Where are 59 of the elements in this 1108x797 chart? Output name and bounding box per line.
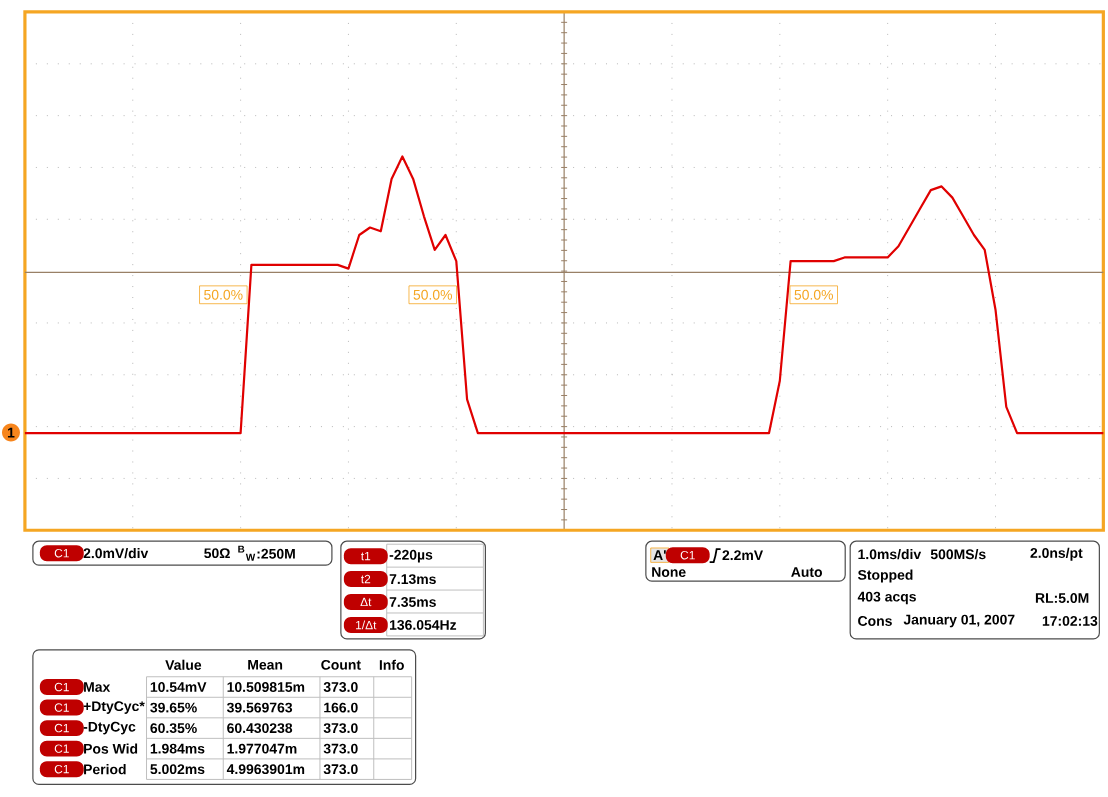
annotation: 50.0% [413, 289, 453, 300]
text: Max [84, 682, 111, 692]
text: t1 [360, 551, 371, 561]
text: 403 acqs [857, 591, 916, 605]
text: C1 [54, 723, 69, 733]
text: 373.0 [323, 723, 358, 733]
text: 373.0 [323, 681, 358, 692]
text: 1 [7, 427, 15, 438]
text: 1.984ms [150, 743, 205, 754]
text: Value [165, 659, 202, 670]
text: 10.509815m [227, 681, 305, 692]
text: 2.0mV/div [83, 547, 149, 559]
text: C1 [54, 744, 69, 753]
text: 5.002ms [150, 764, 205, 774]
text: -DtyCyc [83, 721, 136, 735]
text: 60.35% [150, 723, 197, 733]
text: 39.65% [150, 702, 197, 713]
text: Δt [360, 597, 372, 607]
text: Pos Wid [84, 743, 138, 754]
text: 7.13ms [389, 573, 436, 584]
text: 50Ω [204, 548, 230, 558]
text: Period [84, 763, 126, 775]
text: Cons [858, 615, 892, 626]
text: RL:5.0M [1035, 592, 1089, 603]
text: A' [653, 550, 666, 560]
text: B$_{W}$:250M [238, 545, 295, 561]
text: 500MS/s [930, 548, 986, 560]
text: C1 [680, 550, 695, 560]
text: Mean [248, 659, 283, 670]
text: C1 [54, 703, 69, 712]
text: 1/Δt [356, 620, 377, 630]
text: 373.0 [323, 764, 358, 774]
text: 166.0 [324, 702, 358, 713]
text: C1 [54, 764, 69, 774]
text: 1.977047m [227, 743, 297, 754]
text: 2.2mV [722, 550, 764, 560]
text: None [652, 567, 686, 577]
text: 60.430238 [227, 723, 293, 733]
annotation: 50.0% [794, 289, 834, 300]
text: 10.54mV [150, 681, 207, 692]
text: 136.054Hz [389, 619, 457, 630]
text: Info [379, 659, 404, 670]
text: 373.0 [323, 743, 358, 754]
text: 39.569763 [226, 702, 293, 713]
text: 7.35ms [389, 596, 436, 607]
text: t2 [360, 574, 371, 584]
text: Stopped [857, 569, 913, 583]
text: Auto [791, 567, 823, 577]
text: C1 [54, 548, 69, 558]
text: C1 [54, 682, 69, 692]
text: Count [321, 659, 361, 670]
text: 4.9963901m [226, 764, 305, 774]
text: 2.0ns/pt [1030, 547, 1083, 561]
text: 1.0ms/div [858, 548, 922, 560]
text: 17:02:13 [1042, 615, 1098, 626]
annotation: 50.0% [204, 289, 243, 300]
text: -220µs [389, 549, 433, 563]
text: January 01, 2007 [903, 614, 1015, 628]
text: +DtyCyc* [83, 701, 145, 714]
